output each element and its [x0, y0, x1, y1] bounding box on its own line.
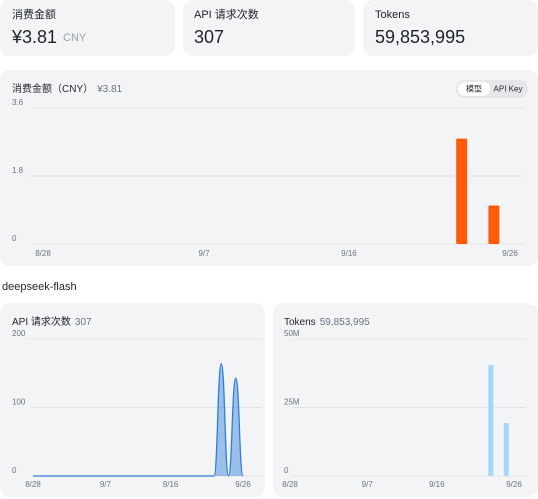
x-tick-label: 9/7	[362, 480, 374, 489]
y-tick-label: 100	[12, 398, 26, 407]
bar	[488, 365, 494, 476]
card-label: Tokens	[375, 9, 410, 21]
x-tick-label: 9/26	[506, 480, 522, 489]
x-tick-label: 8/28	[282, 480, 298, 489]
title: 消费金额（CNY）	[12, 82, 93, 95]
line	[32, 363, 244, 477]
chart-title: API 请求次数 307	[12, 315, 92, 328]
toggle-option[interactable]: API Key	[494, 85, 523, 94]
area	[33, 363, 243, 476]
y-tick-label: 0	[284, 466, 289, 475]
unit: CNY	[63, 32, 87, 44]
y-tick-label: 0	[12, 466, 17, 475]
x-tick-label: 8/28	[25, 480, 41, 489]
x-tick-label: 9/16	[163, 480, 179, 489]
toggle-active[interactable]	[458, 82, 490, 96]
x-tick-label: 9/26	[235, 480, 251, 489]
card-label: API 请求次数	[194, 7, 259, 21]
y-tick-label: 50M	[284, 329, 300, 338]
chart-card	[273, 303, 538, 497]
card	[363, 0, 538, 56]
x-tick-label: 9/7	[100, 480, 112, 489]
subtitle: 59,853,995	[320, 317, 370, 328]
title: API 请求次数	[12, 315, 71, 328]
x-tick-label: 9/16	[429, 480, 445, 489]
chart-title: 消费金额（CNY） ¥3.81	[12, 82, 123, 95]
bar	[488, 205, 500, 244]
y-tick-label: 1.8	[12, 166, 24, 175]
card-value: ¥3.81 CNY	[11, 27, 87, 47]
y-tick-label: 200	[12, 329, 26, 338]
x-tick-label: 9/7	[198, 249, 210, 258]
y-tick-label: 3.6	[12, 98, 24, 107]
card	[183, 0, 355, 56]
chart-card	[0, 303, 265, 497]
bar	[503, 422, 509, 476]
bar	[456, 138, 468, 244]
card-value: 307	[194, 27, 224, 47]
chart-card	[0, 70, 538, 266]
toggle-option[interactable]: 模型	[466, 84, 482, 94]
title: Tokens	[284, 317, 316, 328]
card-label: 消费金额	[12, 7, 56, 21]
subtitle: ¥3.81	[96, 84, 122, 95]
section-title: deepseek-flash	[2, 281, 77, 293]
x-tick-label: 9/16	[341, 249, 357, 258]
chart-title: Tokens 59,853,995	[284, 317, 370, 328]
x-tick-label: 9/26	[502, 249, 518, 258]
card-value: 59,853,995	[375, 27, 465, 47]
card	[0, 0, 175, 56]
subtitle: 307	[75, 317, 92, 328]
y-tick-label: 25M	[284, 398, 300, 407]
value: ¥3.81	[11, 27, 57, 47]
y-tick-label: 0	[12, 234, 17, 243]
x-tick-label: 8/28	[35, 249, 51, 258]
